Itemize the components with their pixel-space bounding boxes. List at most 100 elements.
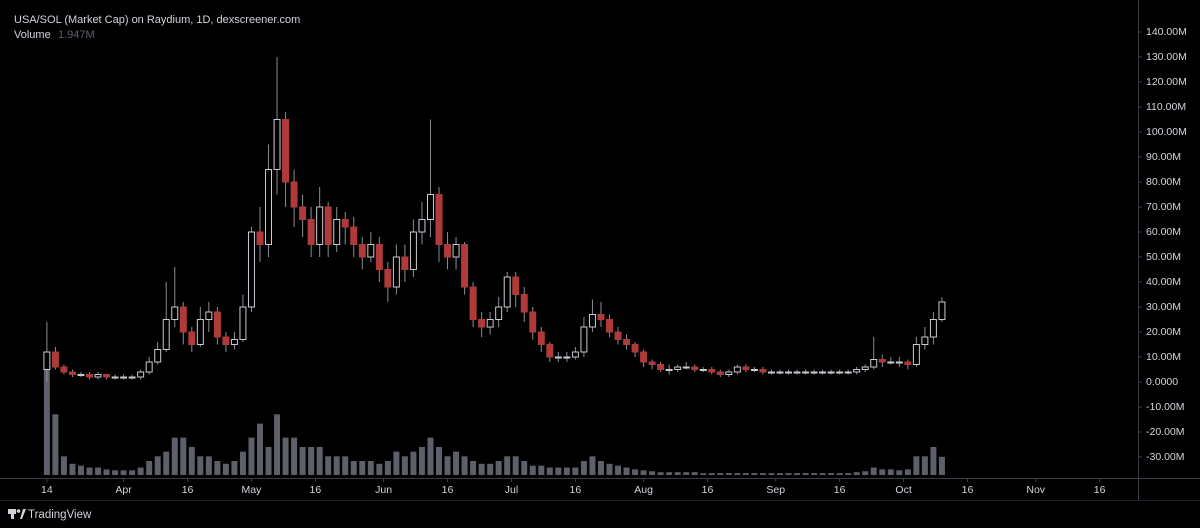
candle-body: [452, 244, 460, 258]
candle-body: [213, 311, 221, 338]
candle-body: [708, 369, 716, 373]
volume-bar: [239, 451, 246, 475]
candle-body: [614, 331, 622, 340]
candle-body: [716, 371, 724, 375]
candle-body: [580, 326, 588, 353]
volume-value: 1.947M: [58, 29, 95, 41]
volume-bar: [725, 473, 732, 475]
candle-body: [631, 344, 639, 353]
candle-body: [776, 371, 784, 374]
x-tick-label: Nov: [1026, 484, 1045, 496]
candle-body: [853, 369, 861, 373]
volume-bar: [708, 473, 715, 475]
y-tick-label: 60.00M: [1146, 226, 1181, 238]
volume-bar: [316, 446, 323, 475]
volume-bar: [666, 472, 673, 475]
candle-body: [137, 371, 145, 378]
volume-bar: [674, 472, 681, 475]
candle-body: [571, 351, 579, 358]
candle-body: [230, 339, 238, 345]
volume-bar: [274, 414, 281, 475]
volume-bar: [282, 437, 289, 475]
y-tick-label: 70.00M: [1146, 201, 1181, 213]
volume-bar: [606, 463, 613, 475]
candle-body: [145, 361, 153, 373]
candle-body: [802, 371, 810, 374]
candle-body: [239, 306, 247, 340]
candle-body: [623, 339, 631, 345]
candle-body: [674, 366, 682, 370]
volume-bar: [137, 467, 144, 475]
volume-bar: [657, 472, 664, 475]
volume-bar: [691, 472, 698, 475]
volume-bar: [597, 460, 604, 475]
volume-bar: [120, 470, 127, 475]
candle-body: [682, 366, 690, 369]
x-tick-label: May: [242, 484, 263, 496]
candle-body: [86, 374, 93, 378]
y-tick-label: 0.0000: [1146, 376, 1178, 388]
candle-body: [179, 306, 187, 333]
volume-bar: [487, 463, 494, 475]
volume-bar: [768, 473, 775, 475]
volume-bar: [938, 456, 945, 475]
candle-body: [725, 371, 733, 375]
candle-body: [588, 314, 596, 328]
volume-bar: [291, 437, 298, 475]
volume-bar: [776, 473, 783, 475]
x-tick-label: 16: [1094, 484, 1106, 496]
candle-body: [665, 369, 673, 371]
candle-body: [836, 371, 844, 374]
volume-bar: [436, 446, 442, 475]
volume-bar: [853, 472, 860, 475]
candle-body: [878, 359, 886, 363]
volume-bar: [393, 451, 400, 475]
y-tick-label: 140.00M: [1146, 26, 1187, 38]
candle-body: [938, 301, 946, 320]
chart-title: USA/SOL (Market Cap) on Raydium, 1D, dex…: [14, 14, 300, 26]
candle-body: [307, 219, 315, 245]
candle-body: [793, 371, 801, 374]
volume-bar: [512, 456, 519, 475]
volume-bar: [632, 469, 639, 475]
candle-body: [418, 219, 426, 233]
candle-body: [750, 369, 758, 371]
candle-body: [316, 206, 324, 245]
candle-body: [827, 371, 835, 374]
candle-body: [94, 374, 102, 378]
candle-body: [324, 206, 332, 245]
candle-body: [767, 371, 775, 374]
candle-body: [68, 371, 76, 375]
volume-bar: [572, 467, 579, 475]
volume-bar: [819, 473, 826, 475]
x-tick-label: 16: [570, 484, 582, 496]
candle-body: [691, 366, 699, 370]
volume-bar: [171, 437, 178, 475]
volume-bar: [904, 469, 911, 475]
volume-bar: [43, 362, 50, 475]
volume-bar: [589, 456, 596, 475]
volume-bar: [700, 473, 707, 475]
candle-body: [503, 276, 511, 308]
volume-bar: [538, 465, 545, 475]
candle-body: [640, 351, 648, 363]
volume-bar: [86, 467, 93, 475]
candle-body: [401, 256, 409, 270]
volume-bar: [504, 456, 511, 475]
candle-body: [265, 169, 273, 245]
candle-body: [461, 244, 469, 288]
volume-bar: [623, 467, 630, 475]
volume-bar: [248, 437, 255, 475]
x-tick-label: Aug: [634, 484, 653, 496]
candle-body: [256, 231, 264, 245]
y-tick-label: 110.00M: [1146, 101, 1186, 113]
x-tick-label: 16: [834, 484, 846, 496]
volume-bar: [384, 460, 391, 475]
y-tick-label: 90.00M: [1146, 151, 1181, 163]
candle-body: [648, 361, 656, 365]
volume-bar: [231, 460, 238, 475]
candle-body: [154, 349, 162, 363]
candle-body: [350, 226, 358, 245]
